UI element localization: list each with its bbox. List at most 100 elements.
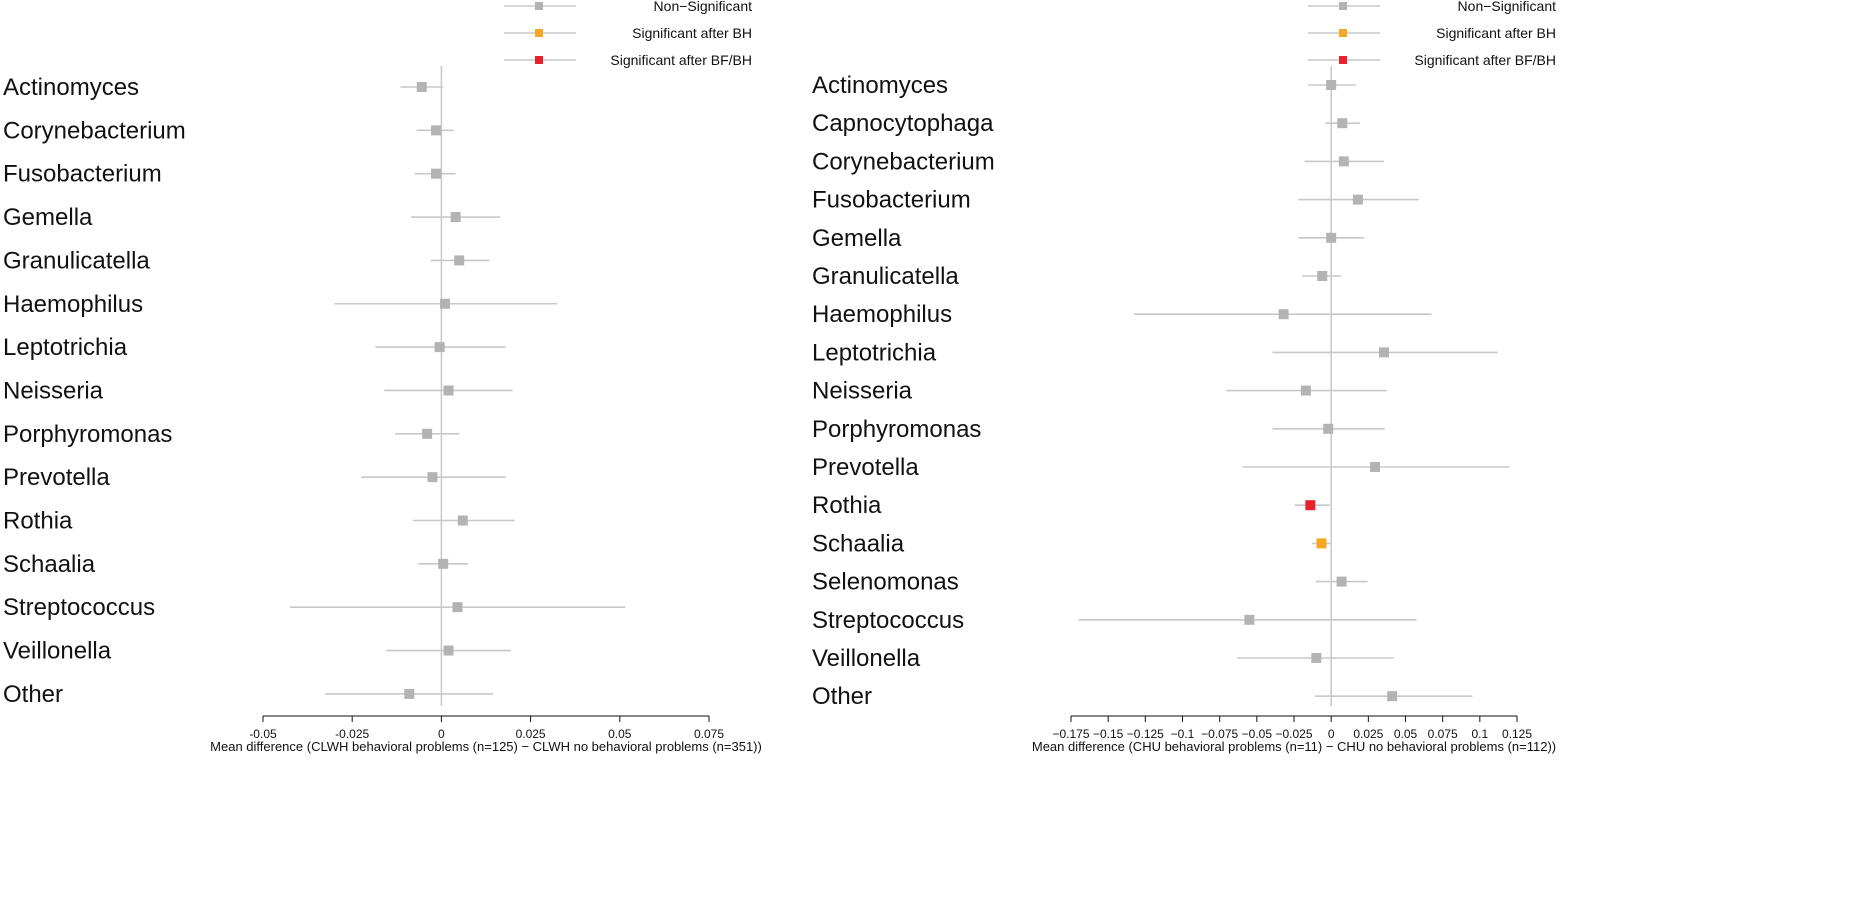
taxon-label: Veillonella	[3, 638, 112, 665]
x-tick-label: −0.1	[1171, 727, 1195, 741]
legend-label: Significant after BF/BH	[1414, 52, 1556, 68]
mean-marker	[1370, 462, 1381, 472]
mean-marker	[438, 558, 449, 569]
x-tick-label: 0.025	[1353, 727, 1383, 741]
legend-label: Significant after BH	[1436, 25, 1556, 41]
forest-panel-chu: Actinomyces Capnocytophaga Corynebacterium…	[812, 0, 1556, 754]
taxon-label: Rothia	[3, 508, 73, 535]
mean-marker	[434, 342, 445, 353]
taxon-label: Granulicatella	[812, 263, 959, 290]
mean-marker	[439, 298, 450, 309]
legend-marker	[535, 29, 543, 37]
x-tick-label: −0.05	[1242, 727, 1273, 741]
mean-marker	[443, 645, 454, 656]
taxon-label: Corynebacterium	[812, 148, 995, 175]
x-tick-label: −0.175	[1052, 727, 1089, 741]
mean-marker	[1337, 118, 1348, 129]
mean-marker	[1317, 271, 1328, 281]
taxon-label: Corynebacterium	[3, 117, 186, 144]
mean-marker	[1352, 194, 1363, 205]
mean-marker	[1244, 614, 1255, 625]
taxon-label: Haemophilus	[3, 291, 143, 318]
mean-marker	[1336, 576, 1347, 587]
taxon-label: Gemella	[812, 225, 902, 252]
taxon-label: Fusobacterium	[3, 161, 162, 188]
taxon-label: Veillonella	[812, 645, 921, 672]
legend-marker	[1339, 2, 1347, 10]
taxon-label: Fusobacterium	[812, 187, 971, 214]
mean-marker	[422, 428, 433, 439]
mean-marker	[1378, 347, 1389, 358]
mean-marker	[427, 472, 438, 483]
mean-marker	[1338, 156, 1349, 167]
taxon-label: Leptotrichia	[3, 334, 128, 361]
x-tick-label: 0	[1328, 727, 1335, 741]
mean-marker	[1326, 232, 1337, 243]
legend-marker	[1339, 56, 1347, 64]
mean-marker	[1300, 385, 1311, 396]
taxon-label: Schaalia	[3, 551, 96, 578]
legend-marker	[535, 56, 543, 64]
taxon-label: Leptotrichia	[812, 339, 937, 366]
x-tick-label: 0.1	[1471, 727, 1488, 741]
mean-marker	[431, 125, 442, 136]
taxon-label: Prevotella	[812, 454, 919, 481]
x-tick-label: −0.125	[1127, 727, 1164, 741]
mean-marker	[404, 688, 415, 699]
x-axis-title: Mean difference (CLWH behavioral problem…	[210, 739, 762, 754]
mean-marker	[431, 168, 442, 179]
x-tick-label: 0.025	[516, 727, 546, 741]
legend-label: Non−Significant	[1458, 0, 1557, 14]
x-tick-label: 0.05	[608, 727, 632, 741]
x-tick-label: 0.05	[1394, 727, 1418, 741]
x-axis-title: Mean difference (CHU behavioral problems…	[1032, 739, 1556, 754]
x-tick-label: -0.025	[335, 727, 369, 741]
taxon-label: Actinomyces	[3, 74, 139, 101]
taxon-label: Other	[3, 681, 63, 708]
x-tick-label: 0.075	[694, 727, 724, 741]
mean-marker	[452, 602, 463, 613]
mean-marker	[1305, 500, 1316, 511]
forest-panel-clwh: Actinomyces Corynebacterium Fusobacterium G…	[3, 0, 762, 754]
taxon-label: Capnocytophaga	[812, 110, 994, 137]
taxon-label: Prevotella	[3, 464, 110, 491]
x-tick-label: 0	[438, 727, 445, 741]
mean-marker	[416, 82, 427, 92]
x-tick-label: −0.025	[1275, 727, 1312, 741]
taxon-label: Gemella	[3, 204, 93, 231]
mean-marker	[443, 385, 454, 396]
x-tick-label: −0.15	[1093, 727, 1124, 741]
taxon-label: Porphyromonas	[3, 421, 172, 448]
mean-marker	[1323, 423, 1334, 434]
mean-marker	[1311, 653, 1322, 663]
x-tick-label: 0.075	[1428, 727, 1458, 741]
taxon-label: Actinomyces	[812, 72, 948, 99]
legend-marker	[535, 2, 543, 10]
mean-marker	[450, 212, 461, 223]
mean-marker	[1387, 691, 1398, 702]
mean-marker	[454, 255, 465, 266]
taxon-label: Selenomonas	[812, 569, 959, 596]
legend-label: Significant after BF/BH	[610, 52, 752, 68]
legend-label: Non−Significant	[654, 0, 753, 14]
mean-marker	[457, 515, 468, 526]
taxon-label: Haemophilus	[812, 301, 952, 328]
x-tick-label: -0.05	[249, 727, 277, 741]
taxon-label: Neisseria	[812, 378, 913, 405]
taxon-label: Other	[812, 683, 872, 710]
legend-marker	[1339, 29, 1347, 37]
legend-label: Significant after BH	[632, 25, 752, 41]
taxon-label: Neisseria	[3, 377, 104, 404]
taxon-label: Porphyromonas	[812, 416, 981, 443]
mean-marker	[1278, 309, 1289, 320]
taxon-label: Granulicatella	[3, 247, 150, 274]
x-tick-label: −0.075	[1201, 727, 1238, 741]
mean-marker	[1316, 538, 1327, 549]
taxon-label: Rothia	[812, 492, 882, 519]
taxon-label: Streptococcus	[812, 607, 964, 634]
mean-marker	[1326, 80, 1337, 90]
taxon-label: Schaalia	[812, 530, 905, 557]
x-tick-label: 0.125	[1502, 727, 1532, 741]
